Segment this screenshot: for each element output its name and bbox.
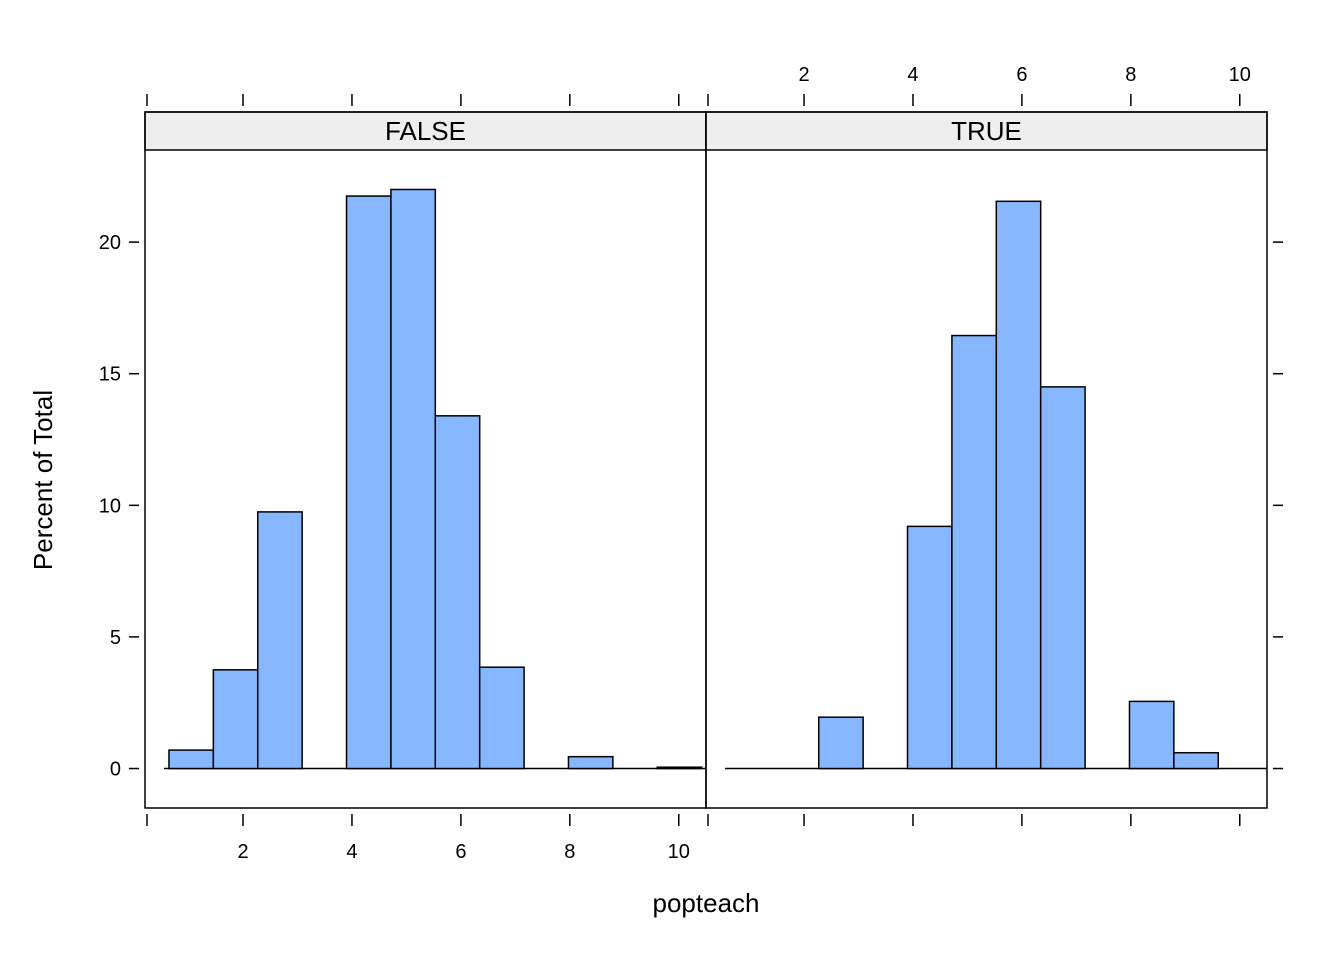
- x-tick-label: 6: [455, 841, 466, 863]
- strip-label: FALSE: [385, 116, 466, 146]
- x-tick-label: 6: [1016, 64, 1027, 86]
- x-tick-label: 8: [1125, 64, 1136, 86]
- x-axis-title: popteach: [653, 888, 760, 918]
- bar: [995, 200, 1042, 770]
- bar: [567, 755, 614, 770]
- bar: [434, 415, 481, 770]
- bar: [1173, 751, 1220, 770]
- y-tick-label: 10: [99, 495, 121, 517]
- bar: [168, 749, 215, 770]
- x-tick-label: 2: [237, 841, 248, 863]
- panel-true: TRUE: [705, 111, 1268, 809]
- axes-layer: 2 4 6 8 10 2 4 6 8 10 0 5 10 15 20: [99, 64, 1283, 863]
- strip-background: [144, 111, 707, 151]
- bar: [1128, 700, 1175, 770]
- x-tick-label: 4: [346, 841, 357, 863]
- bar: [212, 669, 259, 770]
- x-tick-label: 10: [668, 841, 690, 863]
- panel-border: [705, 111, 1268, 809]
- y-axis-title: Percent of Total: [28, 390, 58, 570]
- bar: [345, 195, 392, 770]
- y-tick-label: 0: [110, 759, 121, 781]
- bar: [656, 766, 703, 770]
- x-tick-label: 10: [1229, 64, 1251, 86]
- panel-false: FALSE: [144, 111, 707, 809]
- x-tick-label: 4: [907, 64, 918, 86]
- strip-label: TRUE: [951, 116, 1022, 146]
- panels-layer: FALSE TRUE: [144, 111, 1268, 809]
- y-tick-label: 5: [110, 627, 121, 649]
- x-tick-label: 8: [564, 841, 575, 863]
- bar: [906, 525, 953, 770]
- x-tick-label: 2: [798, 64, 809, 86]
- bar: [1039, 386, 1086, 770]
- bar: [951, 334, 998, 770]
- y-tick-label: 20: [99, 232, 121, 254]
- bar: [817, 716, 864, 770]
- bar: [256, 511, 303, 770]
- bar: [390, 188, 437, 770]
- y-tick-label: 15: [99, 364, 121, 386]
- bar: [478, 666, 525, 770]
